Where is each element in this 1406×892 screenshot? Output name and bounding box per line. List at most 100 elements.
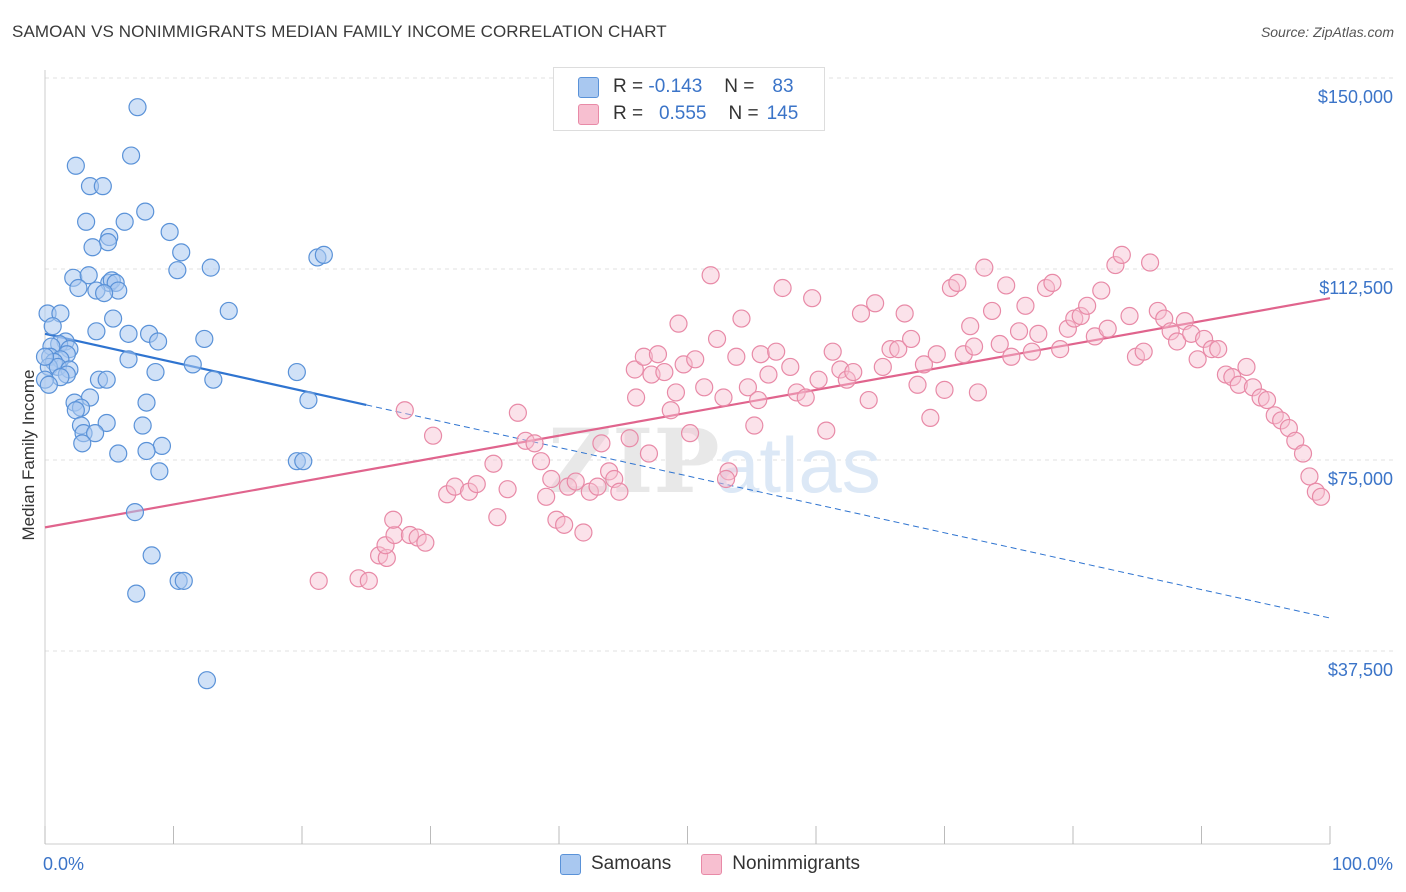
nonimmigrant-point [1134, 342, 1153, 361]
nonimmigrant-point [964, 337, 984, 356]
nonimmigrants-label: Nonimmigrants [732, 853, 861, 874]
nonimmigrant-point [1194, 329, 1214, 349]
samoan-point [299, 390, 318, 410]
nonimmigrant-point [309, 571, 328, 590]
nonimmigrant-point [866, 294, 885, 313]
watermark: ZIP atlas [548, 409, 881, 513]
nonimmigrant-point [1148, 301, 1167, 321]
nonimmigrant-point [803, 289, 822, 308]
samoans-swatch [560, 853, 581, 875]
series-legend: Samoans Nonimmigrants [560, 851, 890, 877]
nonimmigrant-point [1237, 357, 1256, 377]
nonimmigrant-point [1300, 467, 1319, 486]
nonimmigrant-point [914, 355, 934, 374]
samoan-point [142, 546, 161, 565]
nonimmigrant-point [716, 469, 736, 489]
nonimmigrant-point [508, 403, 527, 422]
nonimmigrant-point [1257, 390, 1277, 410]
nonimmigrant-point [438, 485, 457, 504]
nonimmigrant-point [837, 370, 856, 389]
samoan-point [95, 283, 114, 303]
legend-item-nonimmigrants[interactable]: Nonimmigrants [701, 853, 860, 875]
nonimmigrant-point [537, 487, 556, 506]
samoan-r-value: -0.143 [648, 76, 703, 97]
samoan-point [35, 347, 55, 366]
nonimmigrant-point [1112, 245, 1131, 264]
samoan-point [66, 401, 85, 420]
nonimmigrant-point [626, 388, 646, 407]
nonimmigrant-point [1058, 319, 1077, 338]
x-tick-label-end: 100.0% [1332, 854, 1393, 874]
correlation-legend: R = -0.143 N = 83 R = 0.555 N = 145 [553, 67, 825, 131]
nonimmigrant-point [592, 434, 611, 453]
nonimmigrant-point [895, 304, 914, 323]
y-tick-label: $112,500 [1319, 278, 1393, 298]
nonimmigrant-point [787, 383, 806, 402]
nonimmigrant-point [1009, 322, 1029, 341]
samoan-point [287, 362, 306, 382]
samoan-n-label: N = [724, 76, 755, 97]
nonimmigrant-point [1306, 482, 1325, 501]
samoan-point [69, 278, 88, 298]
samoan-point [152, 436, 172, 455]
nonimmigrant-point [566, 472, 585, 491]
nonimmigrant-point [1106, 255, 1125, 275]
samoan-point [43, 317, 62, 336]
nonimmigrant-point [488, 508, 507, 527]
y-tick-label: $150,000 [1318, 87, 1393, 107]
nonimmigrant-point [525, 434, 544, 453]
nonimmigrant-point [376, 536, 395, 555]
samoan-point [66, 156, 85, 175]
nonimm-n-label: N = [728, 103, 759, 124]
nonimmigrant-point [648, 345, 668, 364]
legend-item-samoans[interactable]: Samoans [560, 853, 671, 875]
x-tick-label-start: 0.0% [43, 854, 84, 874]
nonimmigrant-point [655, 362, 674, 382]
nonimmigrant-point [1022, 342, 1041, 361]
nonimmigrant-point [669, 314, 688, 333]
nonimm-r-label: R = [613, 103, 644, 124]
nonimmigrant-point [1078, 296, 1097, 315]
samoan-swatch [578, 76, 599, 98]
nonimmigrant-point [1223, 368, 1242, 387]
legend-row-samoans: R = -0.143 N = 83 [578, 74, 794, 100]
samoan-point [127, 584, 146, 603]
nonimmigrant-point [1016, 296, 1035, 315]
nonimmigrant-point [1229, 375, 1248, 394]
samoan-point [79, 266, 98, 285]
nonimmigrant-point [997, 276, 1016, 295]
nonimmigrant-point [423, 426, 443, 445]
samoan-point [314, 245, 333, 264]
samoan-point [119, 324, 138, 343]
y-axis-title: Median Family Income [19, 369, 38, 540]
nonimmigrant-point [445, 477, 465, 496]
nonimmigrant-point [767, 342, 786, 361]
y-tick-label: $37,500 [1328, 660, 1393, 680]
nonimmigrant-point [1043, 273, 1062, 293]
nonimmigrant-point [484, 454, 503, 473]
samoan-point [115, 212, 134, 231]
nonimmigrant-point [384, 510, 403, 529]
nonimmigrant-point [954, 345, 973, 364]
nonimmigrant-point [859, 390, 878, 410]
nonimmigrant-point [889, 340, 908, 359]
samoan-point [183, 355, 202, 374]
nonimmigrant-point [844, 362, 863, 382]
nonimmigrant-point [759, 365, 778, 384]
nonimmigrant-point [1311, 487, 1331, 506]
axis-labels: $37,500 $75,000 $112,500 $150,000 0.0% 100.0%… [19, 87, 1393, 874]
nonimmigrant-point [927, 345, 946, 364]
nonimmigrant-point [809, 370, 828, 389]
samoan-point [172, 243, 191, 262]
nonimmigrant-point [751, 345, 770, 364]
nonimmigrant-point [542, 469, 561, 489]
axes [44, 70, 1331, 845]
nonimmigrant-point [745, 416, 764, 435]
nonimmigrant-point [781, 357, 800, 377]
nonimmigrant-point [1051, 340, 1070, 359]
samoan-point [39, 375, 58, 394]
nonimmigrant-point [727, 347, 746, 366]
nonimmigrant-point [701, 266, 720, 285]
nonimmigrant-point [1293, 444, 1313, 463]
samoan-point [137, 441, 156, 461]
